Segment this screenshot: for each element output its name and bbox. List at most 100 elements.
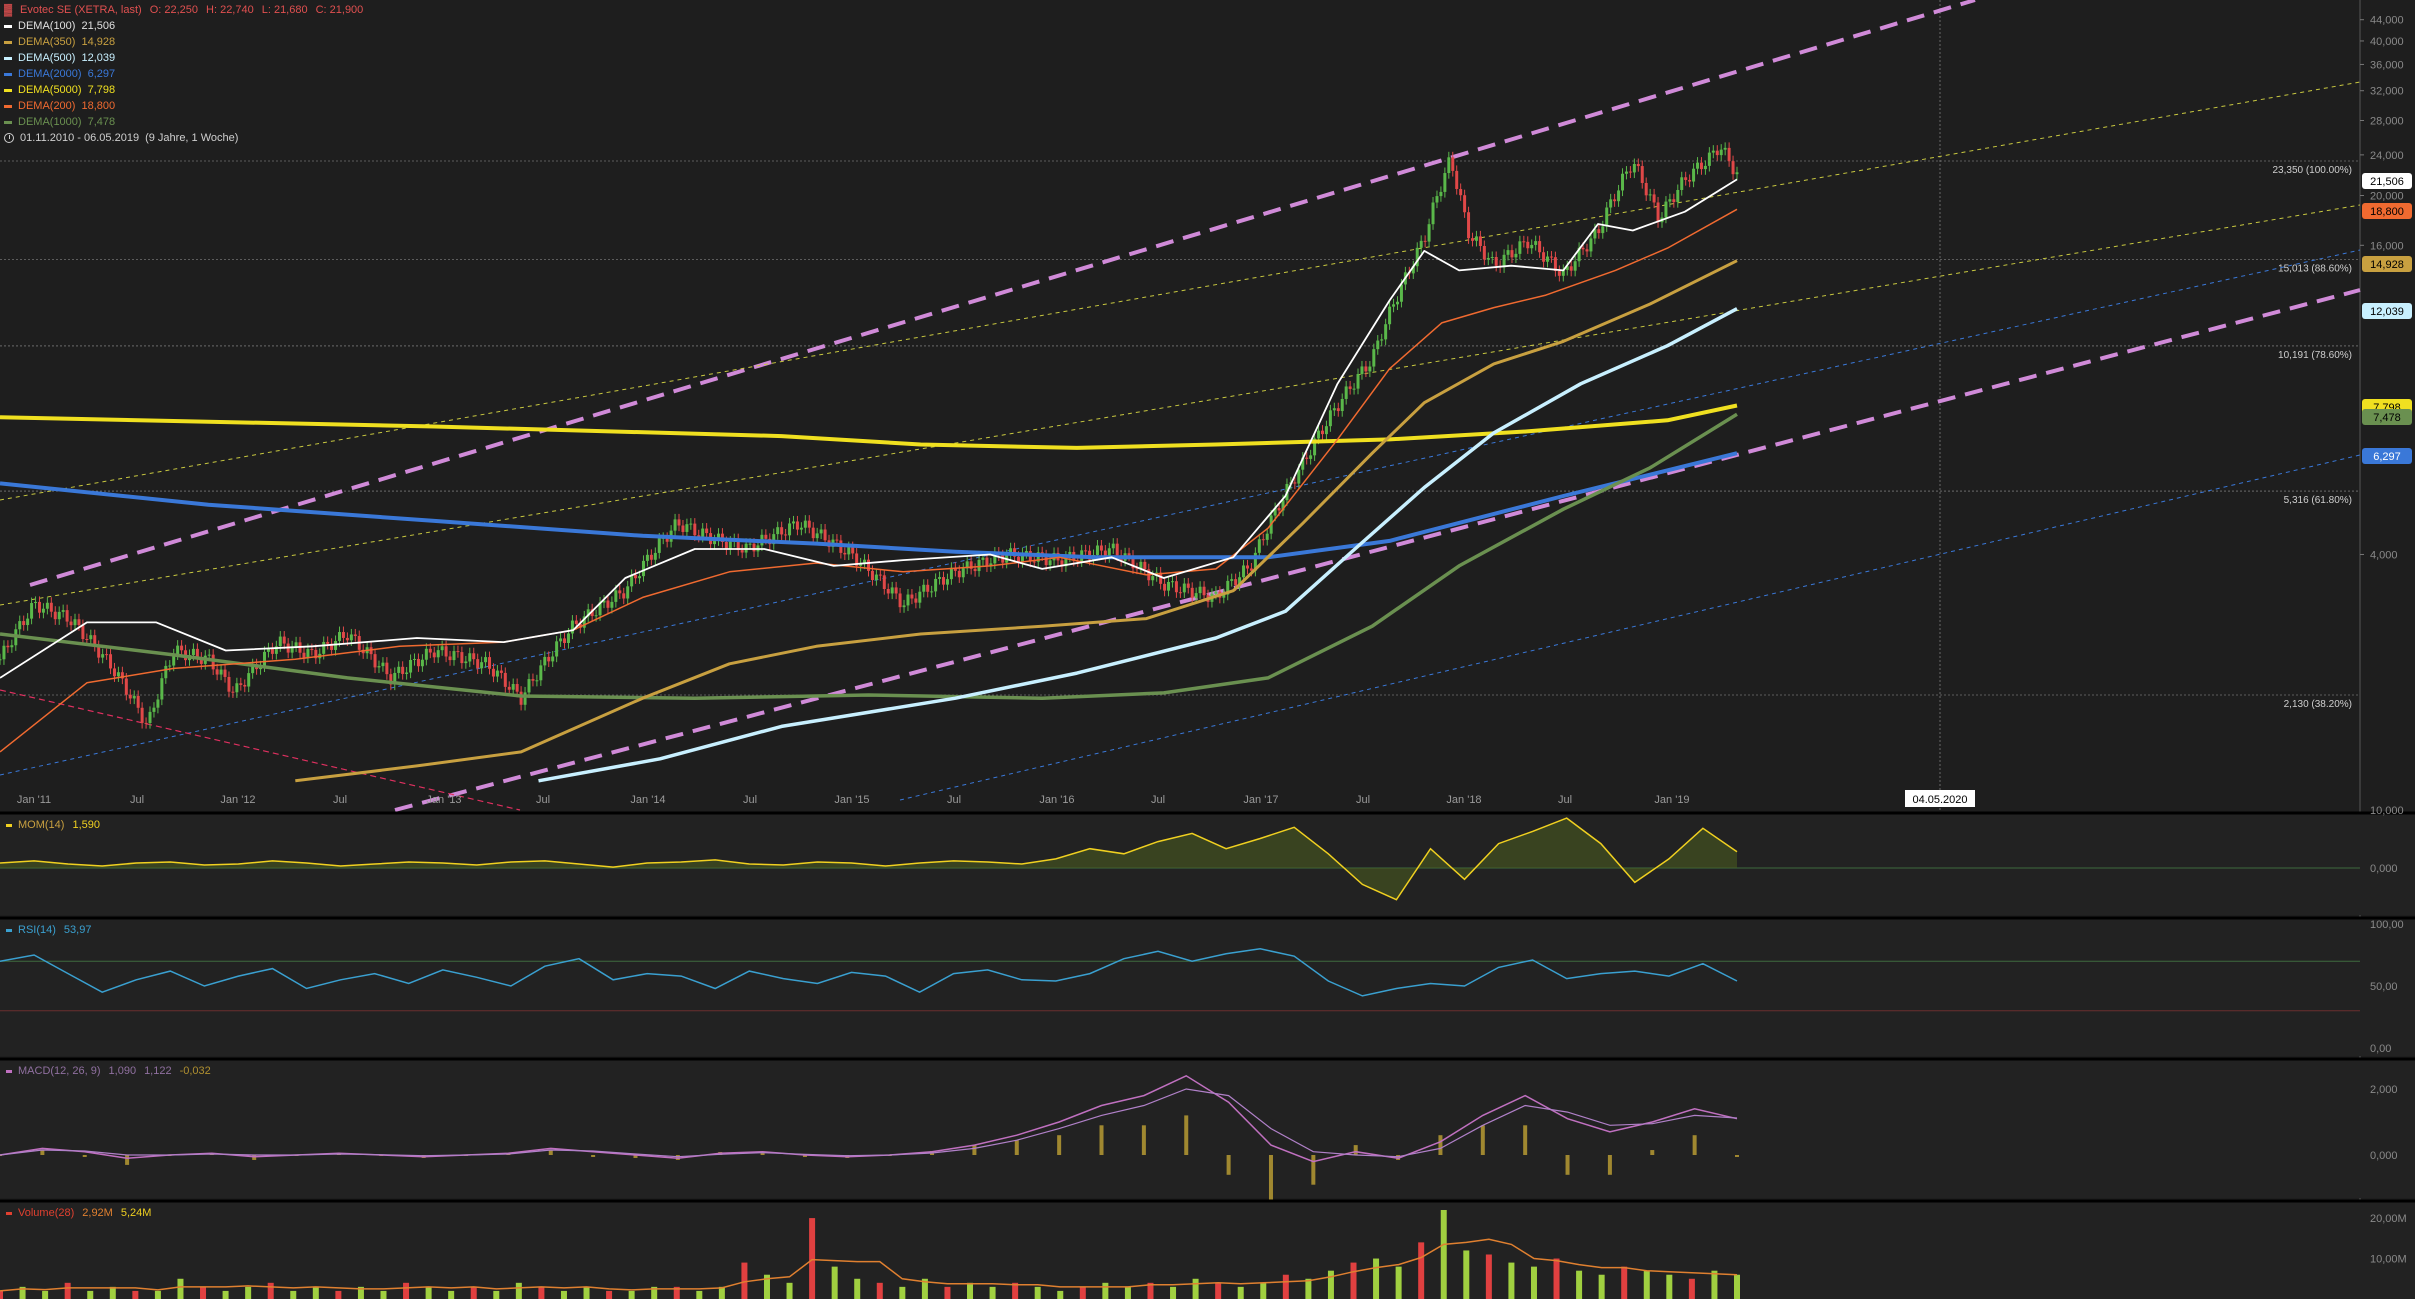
volume-bar xyxy=(1079,1286,1086,1299)
candle-body xyxy=(472,653,476,660)
candle-body xyxy=(1526,241,1530,249)
candle-body xyxy=(1585,249,1589,252)
series-line-dema100 xyxy=(0,178,1738,679)
volume-bar xyxy=(1260,1282,1267,1299)
candle-body xyxy=(1581,247,1585,250)
series-line-dema1000 xyxy=(0,412,1738,700)
y-tick-label: 16,000 xyxy=(2370,240,2404,252)
candle-body xyxy=(251,664,255,674)
candle-body xyxy=(1249,568,1253,571)
volume-bar xyxy=(1102,1282,1109,1299)
candle-body xyxy=(874,574,878,581)
series-line-dema200 xyxy=(0,208,1738,753)
candle-body xyxy=(1167,581,1171,591)
candle-body xyxy=(464,661,468,664)
candle-body xyxy=(1384,324,1388,340)
candle-body xyxy=(1234,579,1238,586)
volume-bar xyxy=(1012,1282,1019,1299)
candle-body xyxy=(724,541,728,550)
legend-value: 7,798 xyxy=(87,84,116,96)
volume-bar xyxy=(448,1290,455,1299)
macd-hist-bar xyxy=(1311,1155,1316,1185)
volume-bar xyxy=(786,1282,793,1299)
candle-body xyxy=(1597,229,1601,234)
candle-body xyxy=(1447,157,1451,174)
macd-hist-bar xyxy=(675,1155,680,1160)
mom-name: MOM(14) xyxy=(18,819,65,831)
candle-body xyxy=(1127,553,1131,556)
candle-body xyxy=(835,539,839,541)
volume-bar xyxy=(154,1290,161,1299)
candle-body xyxy=(772,534,776,545)
candle-body xyxy=(716,533,720,541)
candle-body xyxy=(1001,555,1005,563)
candle-body xyxy=(1095,545,1099,556)
candle-body xyxy=(1372,349,1376,367)
candle-body xyxy=(1455,170,1459,189)
volume-bar xyxy=(1215,1282,1222,1299)
candle-body xyxy=(2,645,6,660)
candle-body xyxy=(97,645,101,658)
volume-panel-bg xyxy=(0,1201,2415,1299)
candle-body xyxy=(1605,207,1609,227)
candle-body xyxy=(934,578,938,592)
volume-bar xyxy=(967,1282,974,1299)
candle-body xyxy=(377,666,381,668)
legend-row-dema-100-: DEMA(100) 21,506 xyxy=(4,18,371,34)
candle-body xyxy=(1170,581,1174,583)
candle-body xyxy=(1159,572,1163,584)
volume-bar xyxy=(380,1290,387,1299)
candle-body xyxy=(105,654,109,656)
macd-hist-bar xyxy=(125,1155,130,1165)
candle-body xyxy=(922,584,926,592)
volume-bar xyxy=(1734,1274,1740,1299)
candle-body xyxy=(665,537,669,542)
volume-bar xyxy=(831,1266,838,1299)
clock-icon xyxy=(4,133,14,143)
cursor-date-bg xyxy=(1905,790,1975,807)
candle-body xyxy=(701,528,705,537)
series-line-dema350 xyxy=(295,259,1738,783)
candle-body xyxy=(45,602,49,609)
candle-body xyxy=(1735,172,1739,175)
x-tick-label: Jul xyxy=(947,794,961,806)
candle-body xyxy=(961,568,965,578)
candle-body xyxy=(211,654,215,670)
candle-body xyxy=(1593,229,1597,239)
candle-body xyxy=(1202,586,1206,596)
candle-body xyxy=(1293,482,1297,484)
candle-body xyxy=(436,650,440,658)
candle-body xyxy=(705,528,709,534)
x-tick-label: Jul xyxy=(743,794,757,806)
price-badge-label: 21,506 xyxy=(2370,176,2404,188)
candle-body xyxy=(223,669,227,677)
candle-body xyxy=(1273,508,1277,516)
rsi-panel-bg xyxy=(0,918,2415,1056)
candle-body xyxy=(1336,408,1340,412)
volume-bar xyxy=(1598,1274,1605,1299)
candle-body xyxy=(985,557,989,567)
mom-y-tick-label: 0,000 xyxy=(2370,863,2398,875)
candle-body xyxy=(1656,202,1660,223)
legend-value: 18,800 xyxy=(81,100,116,112)
candle-body xyxy=(1103,550,1107,558)
candle-body xyxy=(914,598,918,603)
candle-body xyxy=(930,591,934,593)
candle-body xyxy=(1084,550,1088,552)
candle-body xyxy=(539,665,543,681)
candle-body xyxy=(353,634,357,637)
price-badge-bg xyxy=(2362,256,2412,272)
fib-level-label: 10,191 (78.60%) xyxy=(2278,350,2352,361)
candle-body xyxy=(294,642,298,647)
volume-bar xyxy=(1621,1266,1628,1299)
fib-level-label: 2,130 (38.20%) xyxy=(2284,699,2352,710)
candle-body xyxy=(673,519,677,531)
candle-body xyxy=(1324,426,1328,435)
macd-hist-bar xyxy=(802,1155,807,1157)
volume-bar xyxy=(222,1290,229,1299)
candle-body xyxy=(641,560,645,577)
volume-bar xyxy=(538,1286,545,1299)
candle-body xyxy=(1360,366,1364,375)
candle-body xyxy=(413,658,417,660)
